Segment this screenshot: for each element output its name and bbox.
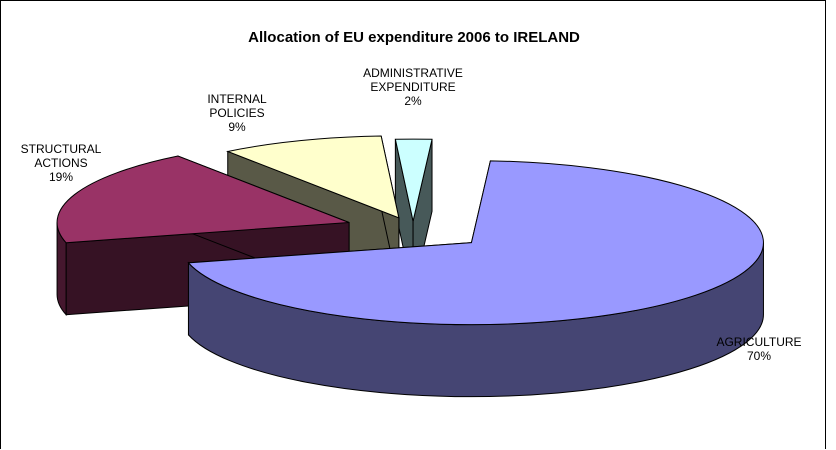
pie-slice-top — [394, 138, 433, 222]
pie-slice-agriculture — [187, 160, 764, 398]
pie-slice-top — [56, 155, 350, 244]
slice-label-agriculture: AGRICULTURE 70% — [716, 335, 801, 363]
slice-label-internal-policies: INTERNAL POLICIES 9% — [207, 92, 267, 134]
slice-label-administrative-expenditure: ADMINISTRATIVE EXPENDITURE 2% — [363, 66, 463, 108]
pie-slice-top — [187, 160, 764, 326]
pie-slice-top — [225, 135, 400, 219]
chart-title: Allocation of EU expenditure 2006 to IRE… — [248, 29, 580, 46]
slice-label-structural-actions: STRUCTURAL ACTIONS 19% — [21, 142, 102, 184]
